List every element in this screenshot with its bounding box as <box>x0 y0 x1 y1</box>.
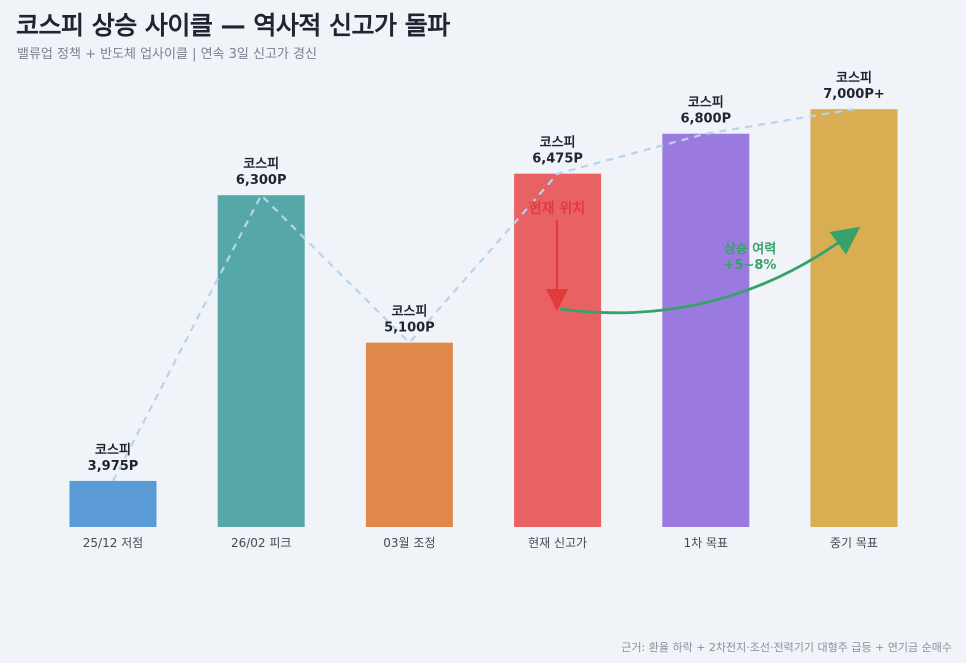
data-label-value-4: 6,800P <box>680 112 731 127</box>
x-tick-label-5: 중기 목표 <box>830 536 878 550</box>
chart-subtitle: 밸류업 정책 + 반도체 업사이클 | 연속 3일 신고가 경신 <box>17 47 317 62</box>
x-tick-label-2: 03월 조정 <box>383 536 435 550</box>
bar-2 <box>365 342 453 527</box>
x-tick-label-4: 1차 목표 <box>684 536 729 550</box>
data-label-name-0: 코스피 <box>95 443 131 458</box>
chart-title: 코스피 상승 사이클 — 역사적 신고가 돌파 <box>16 11 450 40</box>
bar-4 <box>662 133 750 527</box>
bar-5 <box>810 109 898 527</box>
data-label-value-1: 6,300P <box>236 173 287 188</box>
data-label-name-1: 코스피 <box>243 157 279 172</box>
data-label-value-2: 5,100P <box>384 321 435 336</box>
data-label-name-3: 코스피 <box>540 136 576 151</box>
data-label-name-4: 코스피 <box>688 96 724 111</box>
bar-0 <box>69 480 157 527</box>
data-label-name-5: 코스피 <box>836 71 872 86</box>
upside-label-line1: 상승 여력 <box>724 241 776 257</box>
data-label-value-3: 6,475P <box>532 152 583 167</box>
upside-label-line2: +5~8% <box>724 258 777 273</box>
x-tick-label-1: 26/02 피크 <box>231 536 291 550</box>
bar-1 <box>217 195 305 527</box>
data-label-value-0: 3,975P <box>88 459 139 474</box>
trend-line <box>112 108 855 482</box>
current-position-label: 현재 위치 <box>529 201 585 217</box>
source-footnote: 근거: 환율 하락 + 2차전지·조선·전력기기 대형주 급등 + 연기금 순매… <box>621 641 952 654</box>
data-label-name-2: 코스피 <box>391 305 427 320</box>
data-label-value-5: 7,000P+ <box>823 87 885 102</box>
x-tick-label-3: 현재 신고가 <box>528 536 587 550</box>
upside-arrow <box>559 226 861 315</box>
x-tick-label-0: 25/12 저점 <box>83 536 143 550</box>
